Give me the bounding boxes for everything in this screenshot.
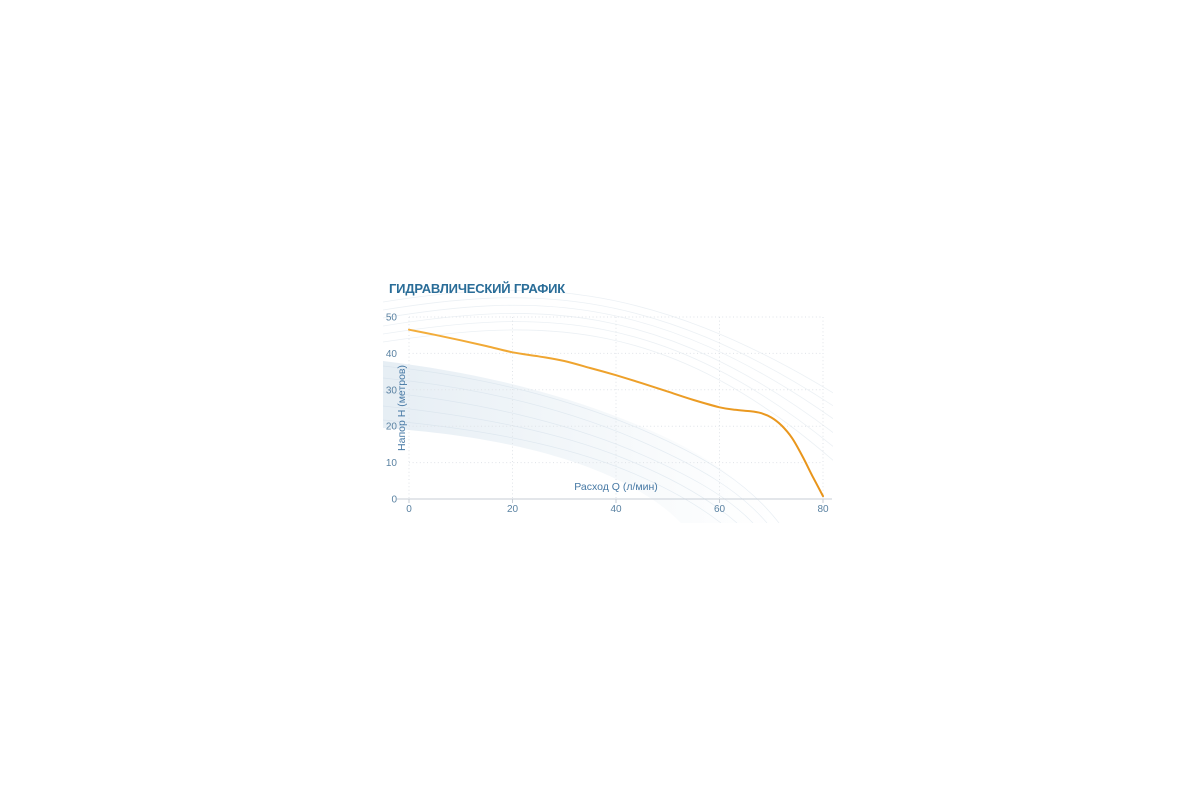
swoosh-band (383, 361, 778, 523)
x-tick-label: 40 (610, 504, 622, 515)
tick-labels: 0 20 40 60 80 0 10 20 30 40 50 (386, 313, 829, 516)
y-tick-label: 0 (391, 495, 397, 506)
axes (397, 498, 832, 503)
gridlines (408, 316, 824, 499)
y-tick-label: 40 (386, 349, 398, 360)
y-axis-label: Напор H (метров) (396, 365, 408, 451)
chart-svg: 0 20 40 60 80 0 10 20 30 40 50 Расход Q (л/мин) На… (386, 313, 832, 516)
background-decoration (383, 289, 833, 523)
chart-title: ГИДРАВЛИЧЕСКИЙ ГРАФИК (389, 281, 565, 296)
top-arc-lines (383, 289, 833, 461)
hydraulic-curve (408, 328, 824, 498)
band-texture-lines (383, 365, 780, 523)
hydraulic-chart-figure: 0 20 40 60 80 0 10 20 30 40 50 Расход Q (л/мин) На… (383, 276, 833, 523)
y-tick-label: 10 (386, 458, 398, 469)
x-tick-label: 80 (817, 504, 829, 515)
y-tick-label: 30 (386, 385, 398, 396)
x-tick-label: 0 (406, 504, 412, 515)
x-tick-label: 20 (507, 504, 519, 515)
x-tick-label: 60 (714, 504, 726, 515)
y-tick-label: 20 (386, 422, 398, 433)
x-axis-label: Расход Q (л/мин) (574, 481, 658, 493)
y-tick-label: 50 (386, 313, 398, 324)
series-group (408, 328, 824, 498)
